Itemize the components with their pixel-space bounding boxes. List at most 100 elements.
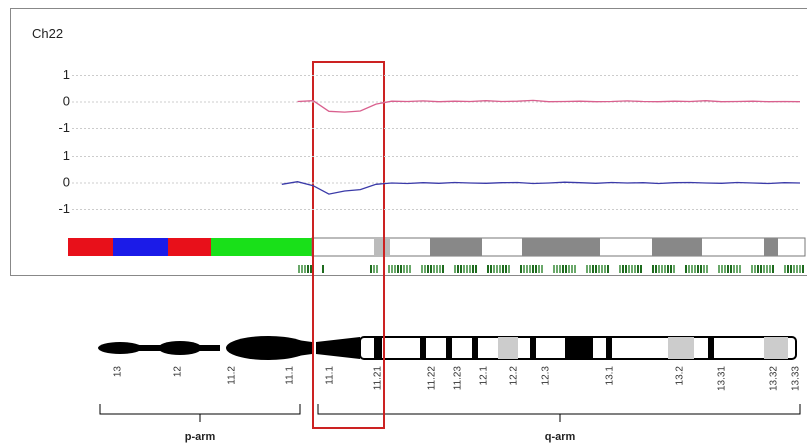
probe [424, 265, 426, 273]
probe [322, 265, 324, 273]
probe [730, 265, 732, 273]
probe [595, 265, 597, 273]
probe [772, 265, 774, 273]
probe [619, 265, 621, 273]
probe [502, 265, 504, 273]
probe [592, 265, 594, 273]
probe [652, 265, 654, 273]
band-label: 12.2 [509, 366, 520, 386]
probe [541, 265, 543, 273]
probe [430, 265, 432, 273]
probe [754, 265, 756, 273]
data-line [281, 181, 801, 195]
probe [394, 265, 396, 273]
probe [532, 265, 534, 273]
probe [454, 265, 456, 273]
probe [526, 265, 528, 273]
band-label: 11.21 [373, 366, 384, 391]
band-label: 12.1 [479, 366, 490, 386]
probe [790, 265, 792, 273]
probe [694, 265, 696, 273]
ideogram [98, 336, 801, 422]
arm-label: q-arm [545, 431, 576, 443]
highlight-box [312, 61, 385, 429]
probe [469, 265, 471, 273]
probe [751, 265, 753, 273]
probe [622, 265, 624, 273]
band-label: 13.33 [791, 366, 802, 391]
probe [601, 265, 603, 273]
probe [631, 265, 633, 273]
probe [763, 265, 765, 273]
probe [703, 265, 705, 273]
probe [499, 265, 501, 273]
probe [439, 265, 441, 273]
probe [688, 265, 690, 273]
probe [637, 265, 639, 273]
probe [700, 265, 702, 273]
probe [310, 265, 312, 273]
probe [487, 265, 489, 273]
probe [472, 265, 474, 273]
probe [604, 265, 606, 273]
probe [421, 265, 423, 273]
band-track [68, 237, 806, 257]
probe [523, 265, 525, 273]
band-label: 11.1 [325, 366, 336, 385]
probe [370, 265, 372, 273]
probe [475, 265, 477, 273]
probe [727, 265, 729, 273]
probe [457, 265, 459, 273]
probe [403, 265, 405, 273]
probe [733, 265, 735, 273]
probe [538, 265, 540, 273]
band-labels: 13 12 11.2 11.1 11.1 11.21 11.22 11.23 12.1 12.2 1… [113, 366, 802, 391]
panel-frame [10, 8, 807, 276]
y-tick-label: 1 [63, 67, 70, 82]
probe [796, 265, 798, 273]
probe [706, 265, 708, 273]
band-label: 12 [173, 366, 184, 378]
probe [376, 265, 378, 273]
probe [307, 265, 309, 273]
band-label: 13 [113, 366, 124, 378]
probe [565, 265, 567, 273]
probe [721, 265, 723, 273]
probe [466, 265, 468, 273]
probe [463, 265, 465, 273]
probe [427, 265, 429, 273]
probe [493, 265, 495, 273]
probe [562, 265, 564, 273]
probe [628, 265, 630, 273]
probe [388, 265, 390, 273]
probe [625, 265, 627, 273]
probe [739, 265, 741, 273]
probe [556, 265, 558, 273]
y-tick-label: -1 [58, 201, 70, 216]
probe [436, 265, 438, 273]
probe-track [298, 265, 804, 273]
band-label: 13.2 [675, 366, 686, 386]
probe [664, 265, 666, 273]
probe [586, 265, 588, 273]
probe [304, 265, 306, 273]
probe [505, 265, 507, 273]
probe [574, 265, 576, 273]
y-tick-label: -1 [58, 120, 70, 135]
probe [442, 265, 444, 273]
band-label: 12.3 [541, 366, 552, 386]
probe [598, 265, 600, 273]
y-tick-label: 0 [63, 174, 70, 189]
probe [673, 265, 675, 273]
probe [508, 265, 510, 273]
probe [589, 265, 591, 273]
probe [718, 265, 720, 273]
probe [670, 265, 672, 273]
probe [397, 265, 399, 273]
probe [529, 265, 531, 273]
probe [568, 265, 570, 273]
probe [661, 265, 663, 273]
band-label: 11.23 [453, 366, 464, 391]
probe [607, 265, 609, 273]
